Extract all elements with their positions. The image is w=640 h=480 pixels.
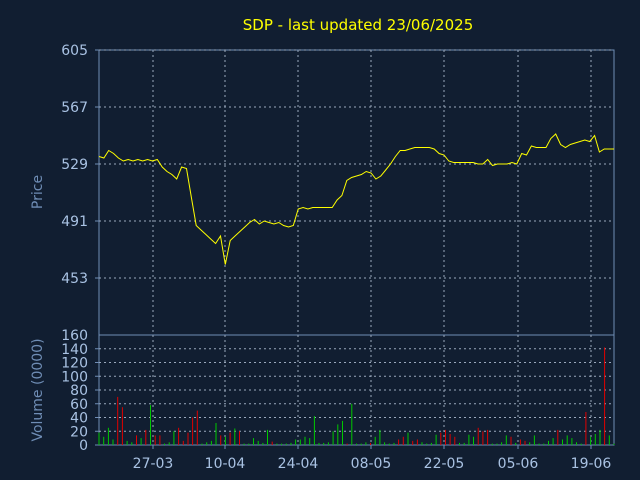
volume-bars (98, 347, 615, 445)
volume-y-tick-label: 80 (70, 383, 88, 399)
volume-axis-label: Volume (0000) (30, 338, 46, 441)
price-y-tick-label: 453 (61, 271, 88, 287)
price-y-tick-label: 567 (61, 100, 88, 116)
volume-y-tick-label: 40 (70, 411, 88, 427)
x-axis-ticks: 27-03 10-04 24-04 08-05 22-05 05-06 19-06 (133, 445, 612, 472)
volume-gridlines (99, 335, 614, 445)
volume-y-tick-label: 0 (79, 438, 88, 454)
x-tick-label: 19-06 (571, 456, 612, 472)
volume-y-tick-label: 100 (61, 369, 88, 385)
price-y-tick-label: 529 (61, 157, 88, 173)
volume-y-tick-label: 140 (61, 342, 88, 358)
price-y-tick-label: 491 (61, 214, 88, 230)
x-tick-label: 05-06 (498, 456, 539, 472)
price-panel: Price 605 567 529 491 453 (30, 43, 615, 336)
x-tick-label: 22-05 (424, 456, 465, 472)
x-tick-label: 24-04 (278, 456, 319, 472)
chart-title: SDP - last updated 23/06/2025 (243, 16, 474, 34)
volume-y-tick-label: 20 (70, 424, 88, 440)
volume-y-tick-label: 120 (61, 356, 88, 372)
price-gridlines (99, 49, 614, 335)
price-y-ticks: 605 567 529 491 453 (61, 43, 99, 287)
price-line (98, 133, 614, 265)
x-tick-label: 10-04 (205, 456, 246, 472)
price-y-tick-label: 605 (61, 43, 88, 59)
price-axis-label: Price (30, 175, 46, 209)
x-tick-label: 27-03 (133, 456, 174, 472)
volume-y-tick-label: 60 (70, 397, 88, 413)
volume-top-label: 160 (61, 328, 88, 344)
x-tick-label: 08-05 (351, 456, 392, 472)
